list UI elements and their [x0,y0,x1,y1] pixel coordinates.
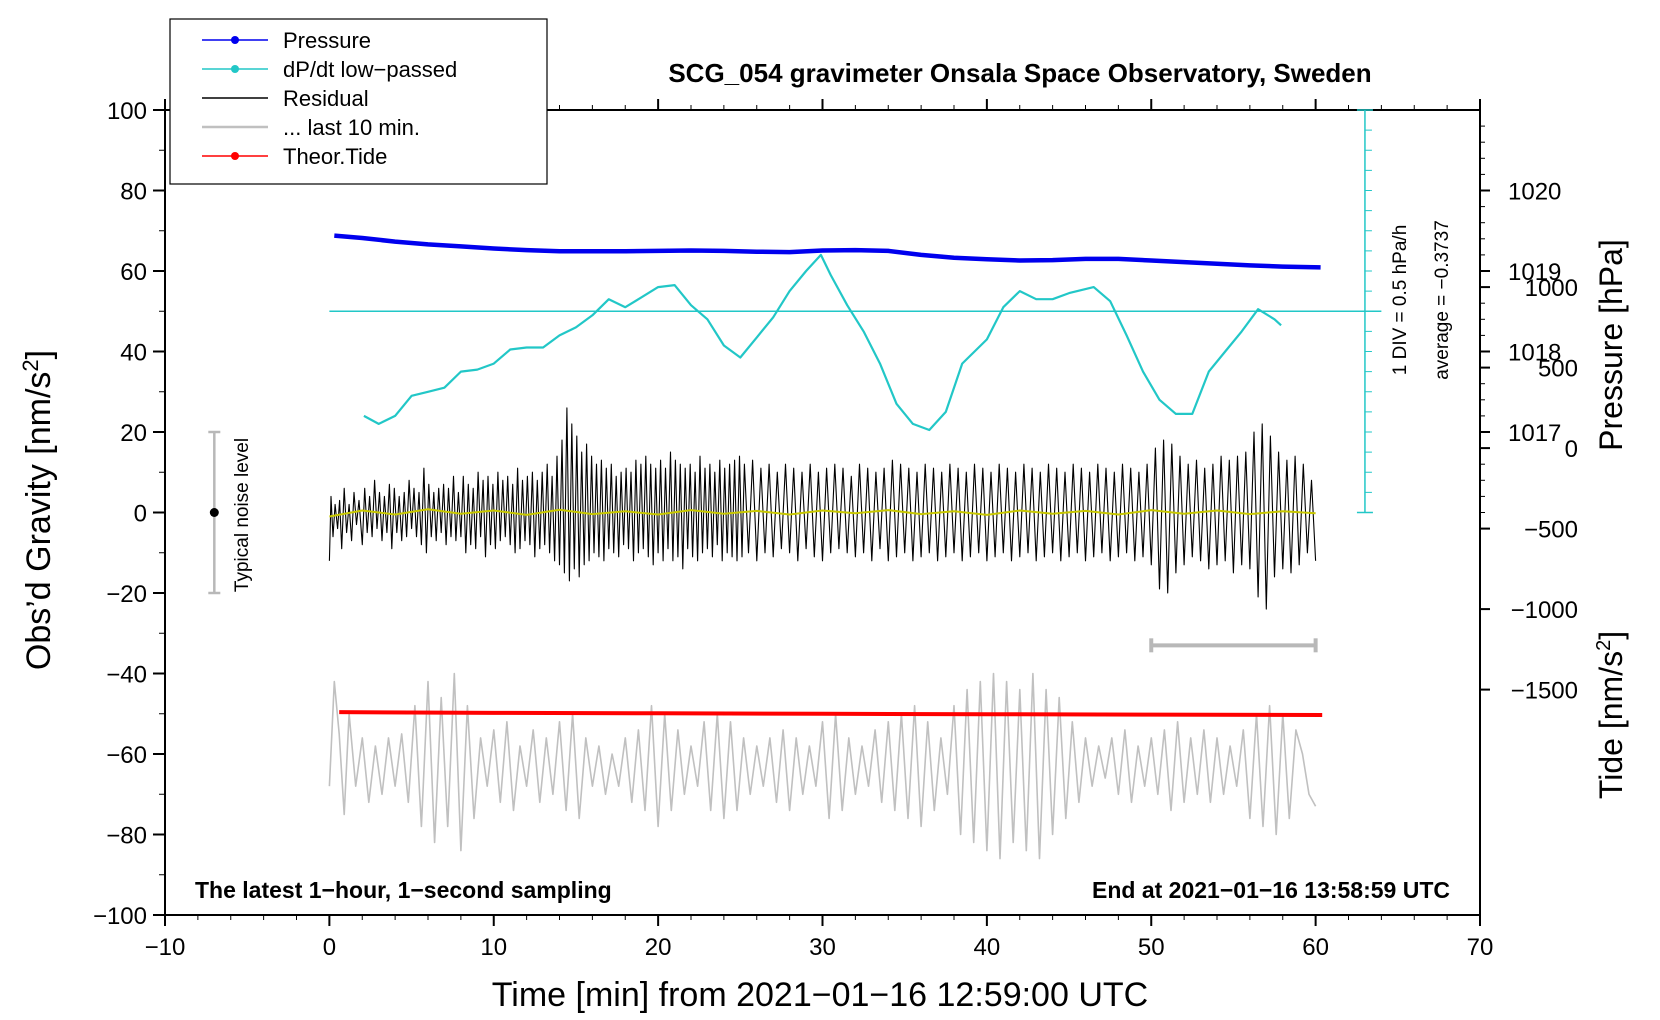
y-tick-label: −60 [106,742,147,769]
chart-title: SCG_054 gravimeter Onsala Space Observat… [668,58,1371,88]
annotation-sampling: The latest 1−hour, 1−second sampling [195,877,612,903]
x-axis-label: Time [min] from 2021−01−16 12:59:00 UTC [492,976,1148,1014]
noise-level-label: Typical noise level [232,438,253,592]
tide-tick-label: −1000 [1511,597,1578,624]
noise-bar-center [209,508,219,517]
pressure-series [334,233,1321,270]
last10-series [328,672,1317,860]
dpdt-div-label: 1 DIV = 0.5 hPa/h [1390,225,1411,376]
dpdt-series [363,253,1282,432]
legend-label: ... last 10 min. [283,115,420,140]
tide-axis-label-main: Tide [nm/s [1593,651,1629,799]
x-tick-label: −10 [145,934,186,961]
tide-tick-label: 500 [1538,356,1578,383]
theoretical-tide-series [339,710,1323,717]
legend-label: Pressure [283,28,371,53]
legend-label: Residual [283,86,369,111]
legend-marker [231,152,239,160]
y-axis-label-close: ] [20,350,58,359]
y-tick-label: 80 [120,179,147,206]
tide-axis-label-sup: 2 [1593,640,1615,651]
pressure-tick-label: 1018 [1508,340,1561,367]
y-axis-label-sup: 2 [18,359,43,371]
y-axis-label-main: Obs’d Gravity [nm/s [20,372,58,671]
tide-tick-label: 0 [1565,436,1578,463]
tide-tick-label: −500 [1524,517,1578,544]
y-tick-label: 60 [120,259,147,286]
x-tick-label: 50 [1138,934,1165,961]
residual-series [328,407,1317,610]
pressure-tick-label: 1019 [1508,259,1561,286]
y-tick-label: 100 [107,98,147,125]
legend-marker [231,36,239,44]
annotation-end-time: End at 2021−01−16 13:58:59 UTC [1092,877,1450,903]
y-tick-label: 20 [120,420,147,447]
legend-label: dP/dt low−passed [283,57,457,82]
plot-frame [164,109,1481,916]
y-tick-label: 0 [134,501,147,528]
series-layer [328,233,1323,860]
y-tick-label: −40 [106,662,147,689]
y-tick-label: −100 [93,903,147,930]
y-axis-label: Obs’d Gravity [nm/s2] [18,350,58,670]
tide-tick-label: −1500 [1511,678,1578,705]
x-tick-label: 30 [809,934,836,961]
axis-ticks: −10 0 10 20 30 40 50 60 70100806040200−20−40−60−… [93,98,1578,961]
tide-axis-label: Tide [nm/s2] [1593,631,1629,799]
legend-label: Theor.Tide [283,144,387,169]
dpdt-average-label: average = −0.3737 [1432,220,1453,380]
tide-axis-label-close: ] [1593,631,1629,640]
pressure-axis-label: Pressure [hPa] [1593,239,1629,451]
annotation-layer [208,109,1382,653]
y-tick-label: −20 [106,581,147,608]
y-tick-label: 40 [120,340,147,367]
x-tick-label: 10 [480,934,507,961]
residual-smoothed-series [329,508,1316,518]
y-tick-label: −80 [106,823,147,850]
pressure-tick-label: 1020 [1508,179,1561,206]
x-tick-label: 70 [1467,934,1494,961]
tide-tick-label: 1000 [1525,275,1578,302]
legend-marker [231,65,239,73]
legend: Pressure dP/dt low−passed Residual ... last… [169,18,548,185]
x-tick-label: 20 [645,934,672,961]
x-tick-label: 40 [974,934,1001,961]
x-tick-label: 60 [1302,934,1329,961]
pressure-tick-label: 1017 [1508,420,1561,447]
legend-items: Pressure dP/dt low−passed Residual ... last… [202,28,457,169]
x-tick-label: 0 [323,934,336,961]
